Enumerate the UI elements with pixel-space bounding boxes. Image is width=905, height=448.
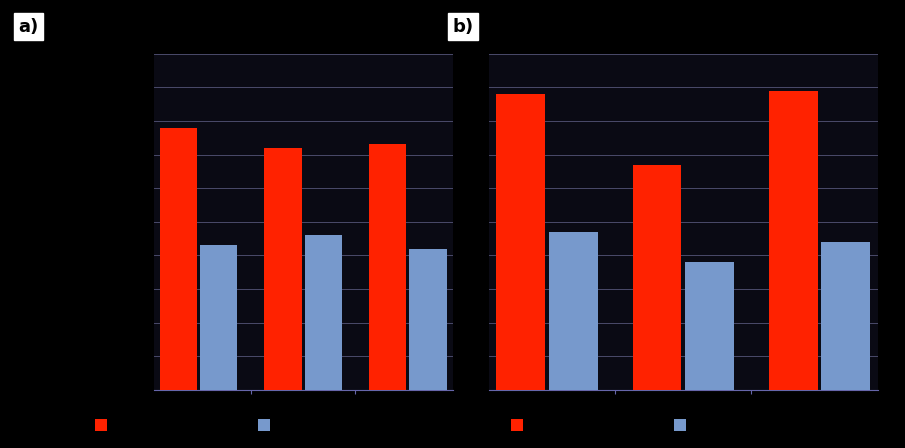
Bar bbox=[305, 235, 342, 390]
Bar bbox=[200, 246, 237, 390]
Text: b): b) bbox=[452, 18, 473, 36]
Bar bbox=[685, 262, 734, 390]
Bar bbox=[549, 232, 597, 390]
Text: a): a) bbox=[18, 18, 38, 36]
Bar bbox=[822, 242, 870, 390]
Bar bbox=[160, 128, 197, 390]
Bar bbox=[369, 144, 406, 390]
Bar bbox=[633, 164, 681, 390]
Bar bbox=[409, 249, 446, 390]
Bar bbox=[264, 148, 301, 390]
Bar bbox=[497, 94, 545, 390]
Bar bbox=[769, 90, 817, 390]
